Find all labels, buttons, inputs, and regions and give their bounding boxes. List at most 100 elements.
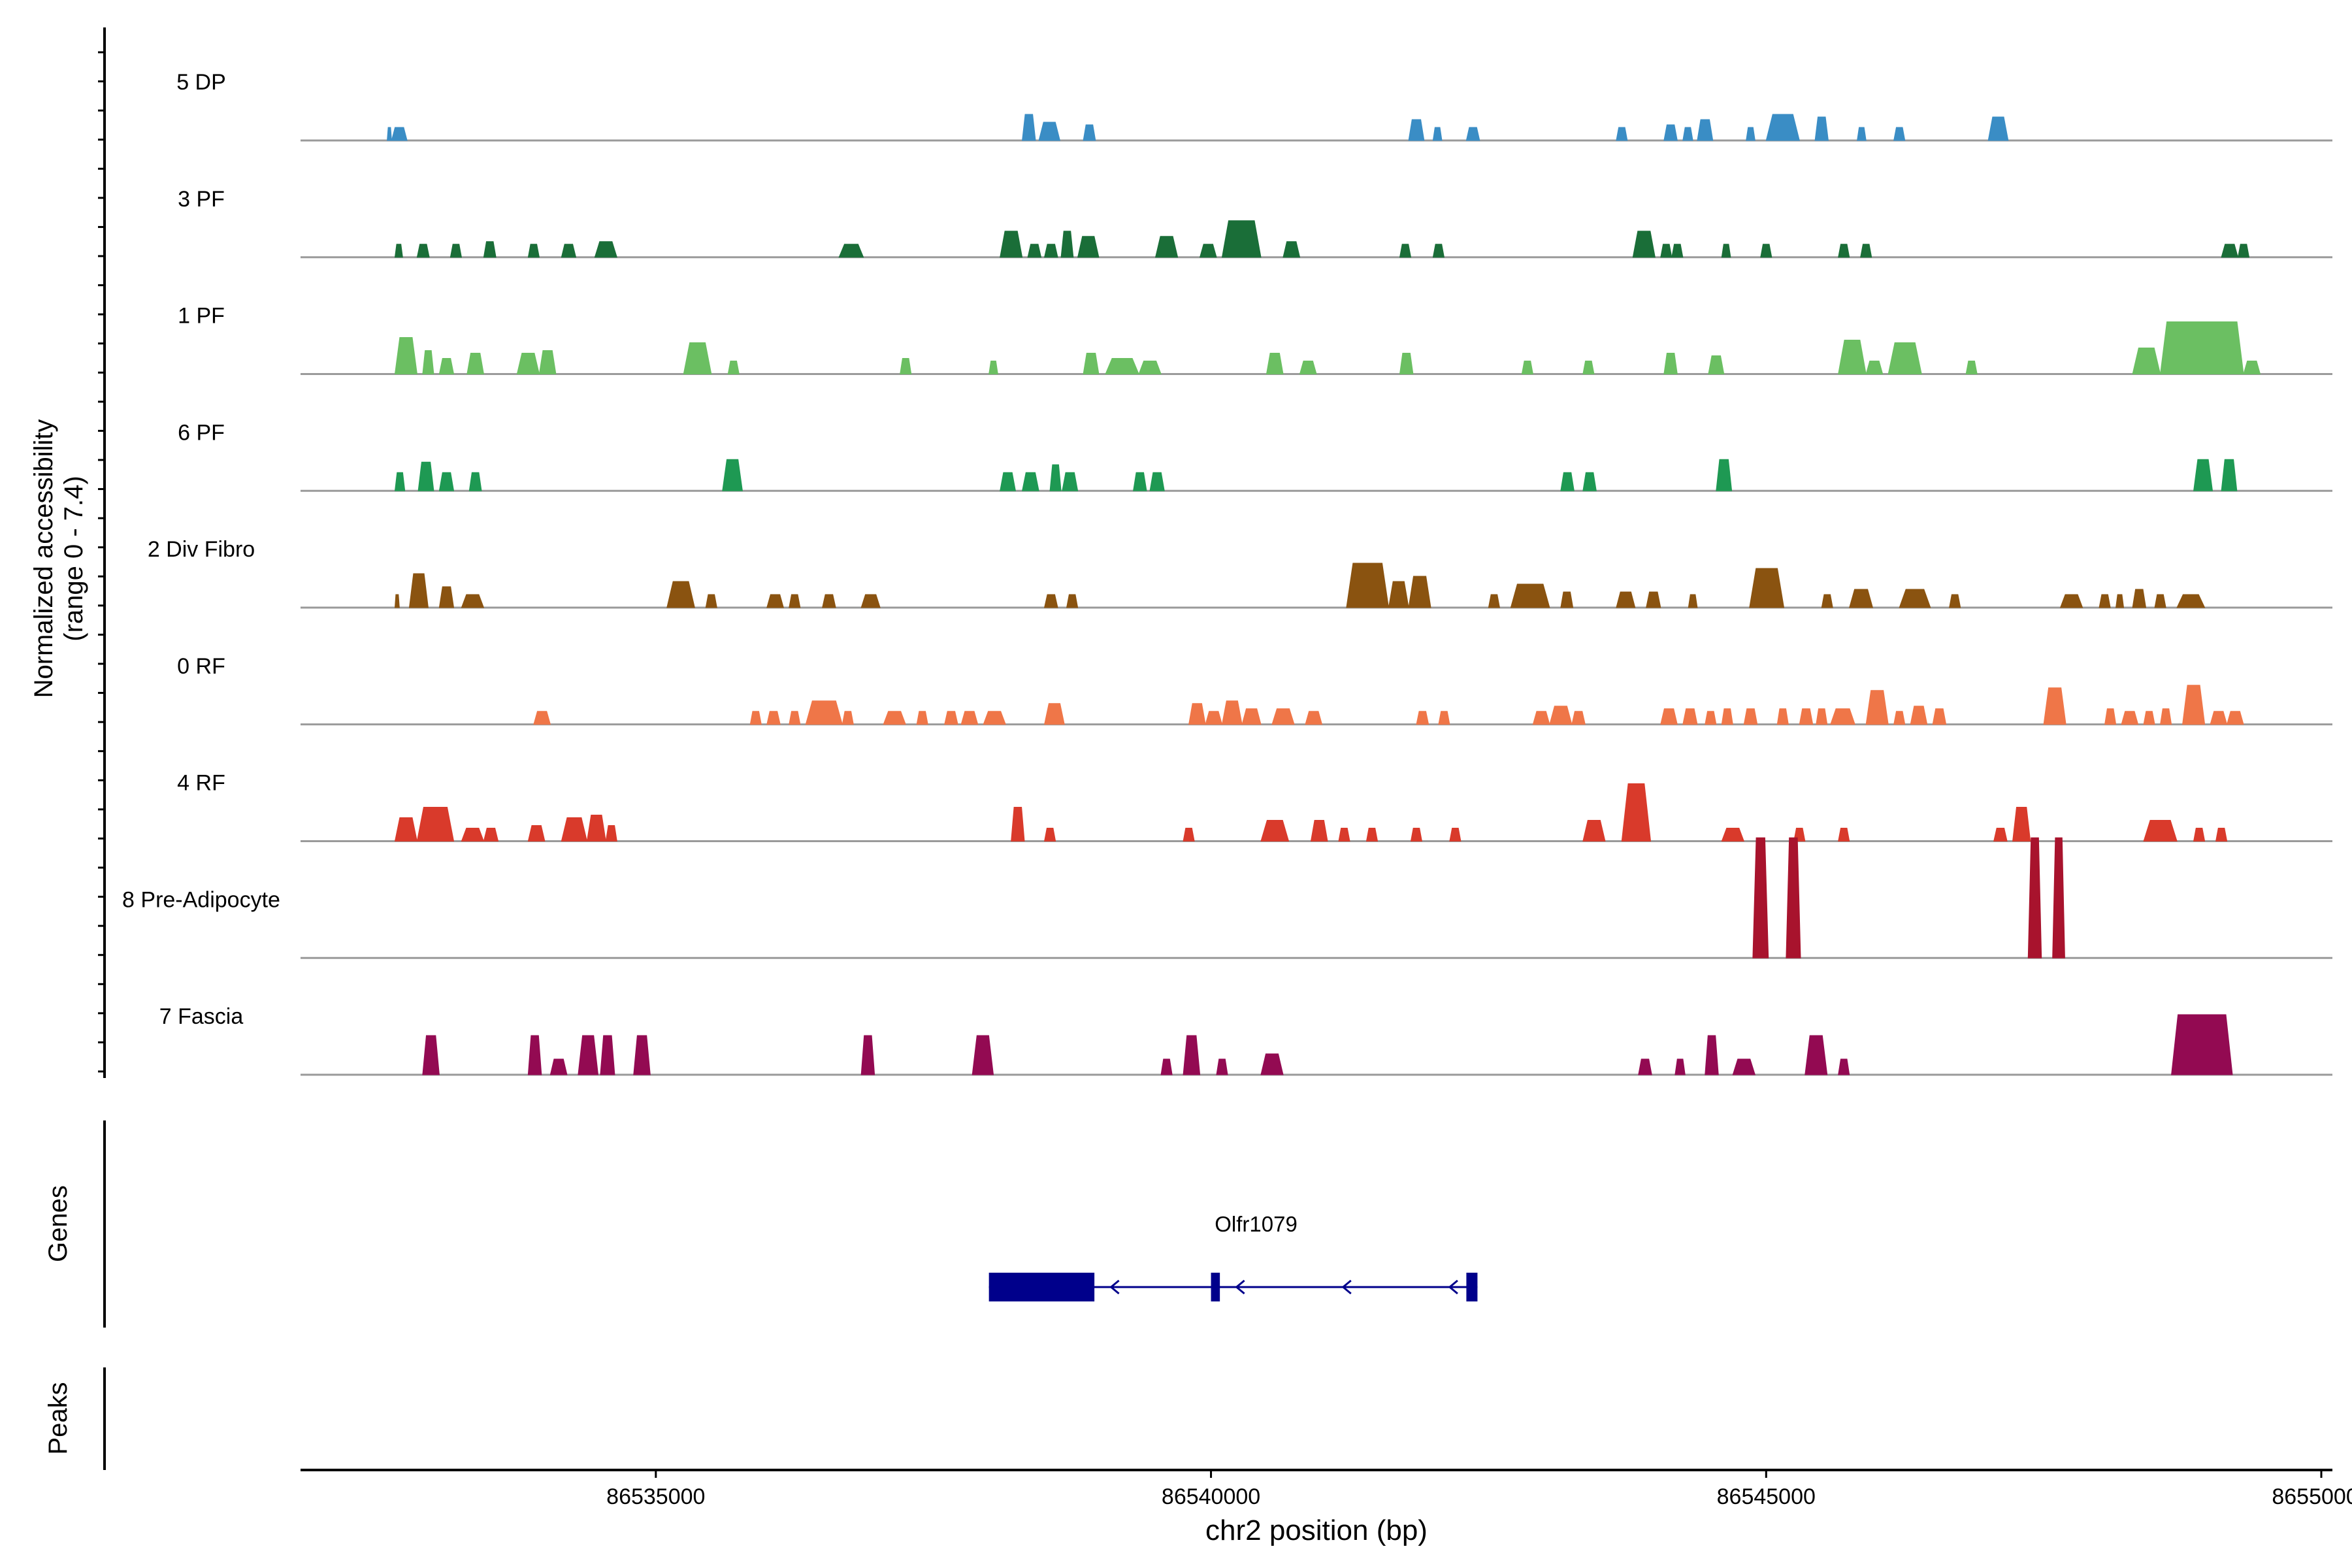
coverage-peak	[1066, 594, 1079, 608]
coverage-peak	[461, 828, 485, 841]
coverage-peak	[1746, 127, 1756, 141]
coverage-peak	[1688, 594, 1698, 608]
track-1-pf: 1 PF	[178, 304, 2332, 375]
coverage-peak	[1987, 116, 2009, 141]
coverage-peak	[1749, 568, 1785, 608]
coverage-peak	[1062, 472, 1079, 491]
coverage-peak	[1510, 583, 1550, 608]
coverage-peak	[789, 594, 801, 608]
coverage-peak	[1205, 711, 1223, 725]
coverage-peak	[1149, 472, 1165, 491]
track-0-rf: 0 RF	[177, 654, 2332, 726]
coverage-peak	[1083, 124, 1096, 141]
coverage-peak	[461, 594, 485, 608]
coverage-peak	[1260, 820, 1290, 841]
coverage-peak	[1241, 708, 1262, 725]
track-label: 5 DP	[176, 70, 226, 95]
coverage-peak	[483, 241, 497, 258]
gene-label: Olfr1079	[1215, 1212, 1298, 1236]
coverage-peak	[1266, 353, 1284, 374]
track-8-pre-adipocyte: 8 Pre-Adipocyte	[122, 837, 2332, 959]
coverage-peak	[605, 825, 617, 841]
coverage-peak	[1199, 244, 1217, 258]
coverage-peak	[1697, 119, 1714, 141]
peaks-panel-label: Peaks	[44, 1382, 73, 1454]
coverage-peak	[527, 244, 540, 258]
coverage-peak	[416, 807, 455, 841]
coverage-peak	[1838, 340, 1867, 374]
coverage-peak	[988, 361, 998, 374]
coverage-peak	[727, 361, 740, 374]
coverage-peak	[1660, 244, 1673, 258]
coverage-peak	[883, 711, 906, 725]
coverage-peak	[1449, 828, 1462, 841]
coverage-peak	[438, 472, 455, 491]
coverage-peak	[2221, 244, 2239, 258]
coverage-peak	[2160, 321, 2244, 374]
gene-strand-arrow	[1235, 1279, 1245, 1295]
coverage-peak	[1760, 244, 1772, 258]
coverage-peak	[1582, 361, 1595, 374]
coverage-peak	[1571, 711, 1586, 725]
coverage-peak	[1060, 231, 1074, 258]
coverage-peak	[789, 711, 801, 725]
coverage-peak	[1838, 244, 1850, 258]
coverage-peak	[394, 472, 406, 491]
coverage-peak	[2027, 837, 2042, 958]
coverage-peak	[1638, 1058, 1652, 1075]
coverage-peak	[1865, 361, 1884, 374]
x-axis-tick-label: 86550000	[2272, 1484, 2352, 1509]
coverage-peak	[466, 353, 484, 374]
track-label: 7 Fascia	[159, 1004, 244, 1029]
coverage-peak	[1021, 472, 1039, 491]
gene-exon	[1466, 1273, 1478, 1301]
coverage-peak	[1138, 361, 1162, 374]
coverage-peak	[438, 358, 455, 374]
coverage-peak	[438, 586, 455, 608]
coverage-peak	[1183, 828, 1195, 841]
track-label: 0 RF	[177, 654, 225, 679]
coverage-peak	[1549, 706, 1573, 725]
coverage-peak	[1663, 124, 1678, 141]
coverage-peak	[2012, 807, 2031, 841]
coverage-peak	[468, 472, 482, 491]
coverage-peak	[1271, 708, 1295, 725]
coverage-peak	[2215, 828, 2228, 841]
x-axis-tick-label: 86535000	[606, 1484, 705, 1509]
coverage-peak	[1805, 1035, 1828, 1075]
coverage-peak	[972, 1035, 994, 1075]
coverage-peak	[1743, 708, 1758, 725]
coverage-peak	[1346, 563, 1390, 608]
coverage-peak	[394, 594, 400, 608]
coverage-peak	[2226, 711, 2244, 725]
coverage-peak	[1682, 708, 1698, 725]
gene-exon	[988, 1273, 1095, 1301]
coverage-peak	[1616, 127, 1628, 141]
coverage-peak	[633, 1035, 651, 1075]
coverage-peak	[766, 594, 784, 608]
coverage-peak	[1560, 591, 1574, 608]
coverage-peak	[838, 244, 864, 258]
coverage-peak	[2132, 348, 2161, 374]
coverage-peak	[1399, 244, 1412, 258]
coverage-peak	[1663, 353, 1678, 374]
coverage-peak	[394, 817, 418, 841]
coverage-peak	[1049, 464, 1062, 491]
coverage-peak	[561, 817, 588, 841]
track-label: 3 PF	[178, 187, 225, 212]
coverage-peak	[1949, 594, 1961, 608]
coverage-peak	[1857, 127, 1867, 141]
coverage-peak	[2182, 685, 2206, 725]
coverage-peak	[683, 342, 712, 374]
coverage-peak	[600, 1035, 615, 1075]
coverage-peak	[1838, 828, 1850, 841]
coverage-peak	[722, 459, 743, 491]
coverage-peak	[1000, 472, 1017, 491]
coverage-peak	[1776, 708, 1789, 725]
coverage-peak	[1077, 236, 1100, 258]
coverage-peak	[2160, 708, 2172, 725]
coverage-peak	[1887, 342, 1922, 374]
coverage-peak	[805, 700, 843, 725]
coverage-peak	[1043, 703, 1065, 725]
coverage-peak	[1821, 594, 1833, 608]
